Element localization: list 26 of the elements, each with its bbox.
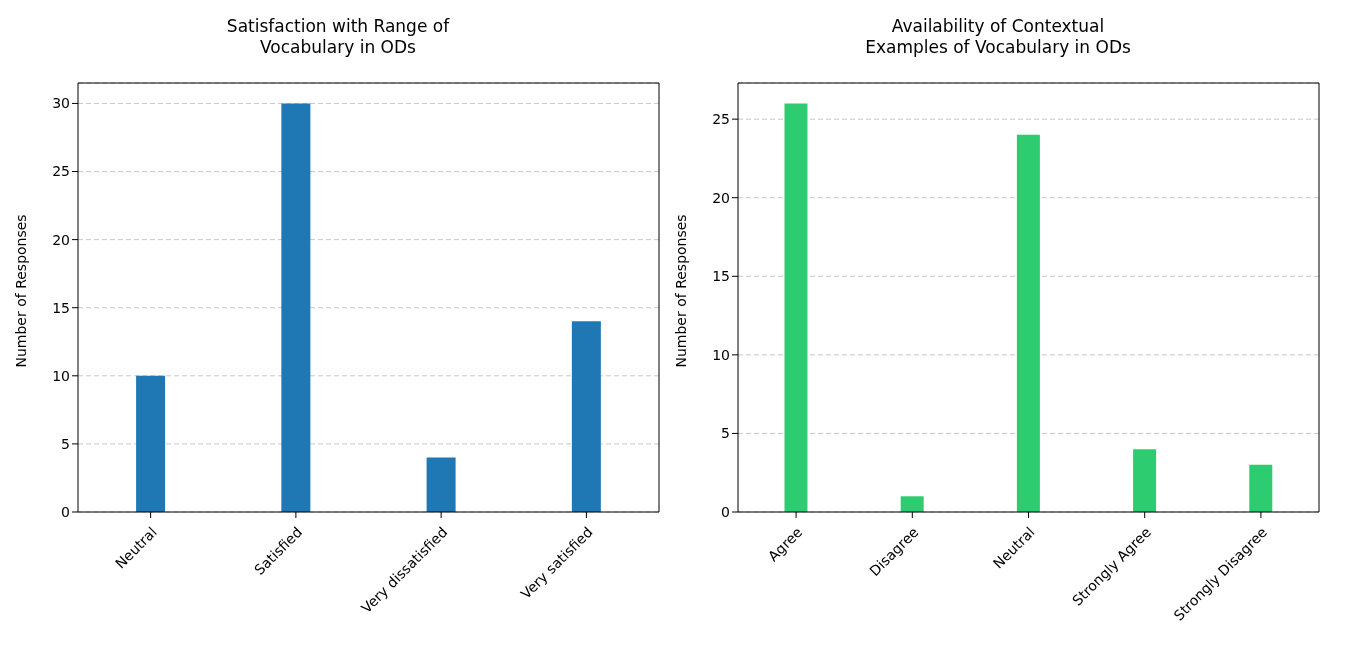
y-tick-label: 25 (712, 111, 730, 128)
bar (900, 496, 924, 512)
y-tick-label: 20 (52, 231, 70, 248)
bar (281, 103, 311, 512)
bar (571, 321, 601, 512)
bar (1016, 134, 1040, 512)
y-tick-label: 5 (721, 425, 730, 442)
bar (784, 103, 808, 512)
y-tick-label: 25 (52, 163, 70, 180)
bar (136, 375, 166, 512)
chart-title: Satisfaction with Range of Vocabulary in ODs (225, 15, 451, 59)
chart-title: Availability of Contextual Examples of Vocabulary in ODs (864, 15, 1132, 59)
bar (1133, 449, 1157, 512)
bar (1249, 464, 1273, 512)
y-tick-label: 15 (52, 299, 70, 316)
y-tick-label: 10 (52, 367, 70, 384)
y-tick-label: 15 (712, 268, 730, 285)
y-axis-title: Number of Responses (12, 214, 29, 368)
y-tick-label: 0 (61, 503, 70, 520)
y-axis-title: Number of Responses (672, 214, 689, 368)
y-tick-label: 0 (721, 503, 730, 520)
y-tick-label: 30 (52, 95, 70, 112)
y-tick-label: 20 (712, 189, 730, 206)
y-tick-label: 10 (712, 346, 730, 363)
y-tick-label: 5 (61, 435, 70, 452)
bar (426, 457, 456, 512)
